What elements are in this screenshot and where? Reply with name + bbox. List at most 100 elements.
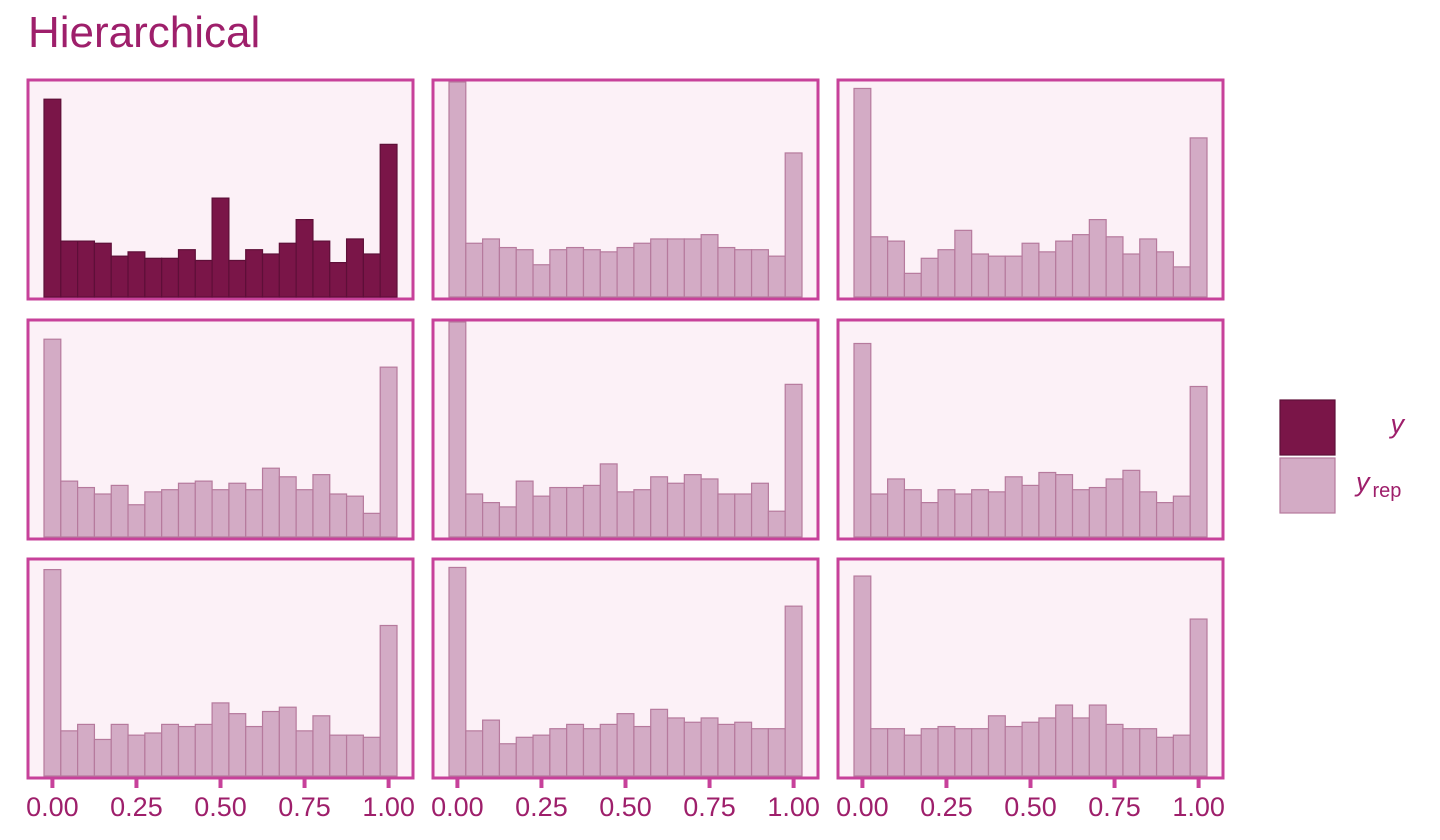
histogram-bar (345, 495, 364, 538)
histogram-bar (700, 478, 719, 538)
histogram-bar (903, 489, 922, 538)
histogram-bar (853, 87, 872, 298)
histogram-bar (549, 249, 568, 298)
histogram-bar (465, 242, 484, 298)
histogram-bar (971, 253, 990, 298)
x-tick-label: 1.00 (362, 792, 415, 822)
histogram-bar (161, 723, 180, 777)
histogram-bar (616, 246, 635, 298)
x-tick-label: 1.00 (1172, 792, 1225, 822)
histogram-bar (532, 264, 551, 298)
histogram-bar (937, 725, 956, 777)
x-tick-label: 0.50 (194, 792, 247, 822)
histogram-bar (127, 734, 146, 777)
histogram-bar (903, 272, 922, 298)
histogram-bar (920, 728, 939, 777)
histogram-bar (767, 510, 786, 538)
histogram-bar (549, 486, 568, 538)
histogram-bar (1088, 486, 1107, 538)
histogram-bar (1172, 495, 1191, 538)
histogram-bar (482, 238, 501, 298)
histogram-bar (700, 234, 719, 298)
histogram-bar (1055, 704, 1074, 777)
histogram-bar (734, 721, 753, 777)
histogram-bar (1071, 717, 1090, 777)
histogram-bar (362, 512, 381, 538)
histogram-bar (1172, 734, 1191, 777)
histogram-bar (650, 476, 669, 538)
histogram-bar (1122, 469, 1141, 538)
x-tick-label: 1.00 (767, 792, 820, 822)
histogram-bar (1189, 137, 1208, 298)
histogram-bar (750, 728, 769, 777)
histogram-bar (194, 480, 213, 538)
histogram-bar (1088, 704, 1107, 777)
histogram-bar (566, 246, 585, 298)
histogram-bar (937, 489, 956, 538)
histogram-bar (43, 568, 62, 777)
histogram-bar (110, 484, 129, 538)
histogram-bar (784, 605, 803, 777)
histogram-bar (599, 463, 618, 538)
legend-swatch-y (1279, 399, 1336, 456)
histogram-bar (379, 366, 398, 538)
histogram-bar (1122, 253, 1141, 298)
x-tick-label: 0.25 (515, 792, 568, 822)
histogram-bar (329, 262, 348, 298)
histogram-bar (379, 143, 398, 298)
facet-panel-4 (26, 318, 415, 541)
histogram-bar (77, 486, 96, 538)
histogram-bar (954, 493, 973, 538)
histogram-bar (515, 480, 534, 538)
histogram-bar (717, 246, 736, 298)
histogram-bar (1139, 238, 1158, 298)
histogram-bar (870, 236, 889, 298)
facet-panel-3 (836, 78, 1225, 301)
histogram-bar (700, 717, 719, 777)
histogram-bar (77, 240, 96, 298)
histogram-bar (784, 152, 803, 298)
histogram-bar (1055, 474, 1074, 538)
histogram-bar (295, 730, 314, 777)
histogram-bar (498, 246, 517, 298)
histogram-bar (498, 743, 517, 777)
histogram-bar (566, 486, 585, 538)
histogram-bar (1021, 242, 1040, 298)
chart-title: Hierarchical (28, 8, 261, 57)
histogram-bar (448, 81, 467, 298)
histogram-bar (532, 734, 551, 777)
histogram-bar (177, 725, 196, 777)
histogram-bar (161, 257, 180, 298)
facet-panel-2 (431, 78, 820, 301)
histogram-bar (734, 493, 753, 538)
histogram-bar (177, 249, 196, 298)
histogram-bar (278, 476, 297, 538)
histogram-bar (566, 723, 585, 777)
histogram-bar (870, 493, 889, 538)
histogram-bar (312, 240, 331, 298)
histogram-bar (345, 238, 364, 298)
histogram-bar (329, 734, 348, 777)
histogram-bar (582, 484, 601, 538)
histogram-bar (1139, 728, 1158, 777)
histogram-bar (1155, 251, 1174, 298)
histogram-bar (261, 710, 280, 777)
histogram-bar (278, 706, 297, 777)
histogram-bar (211, 702, 230, 777)
histogram-bar (633, 489, 652, 538)
histogram-bar (177, 482, 196, 538)
histogram-bar (1088, 219, 1107, 298)
facet-panel-6 (836, 318, 1225, 541)
histogram-bar (954, 229, 973, 298)
facet-panel-5 (431, 318, 820, 541)
x-tick-label: 0.25 (110, 792, 163, 822)
histogram-bar (1105, 478, 1124, 538)
histogram-bar (60, 730, 79, 777)
x-tick-label: 0.00 (431, 792, 484, 822)
histogram-bar (853, 575, 872, 777)
histogram-bar (971, 489, 990, 538)
histogram-bar (448, 321, 467, 538)
histogram-bar (717, 493, 736, 538)
legend-label-yrep: y rep (1354, 467, 1401, 502)
histogram-bar (144, 257, 163, 298)
